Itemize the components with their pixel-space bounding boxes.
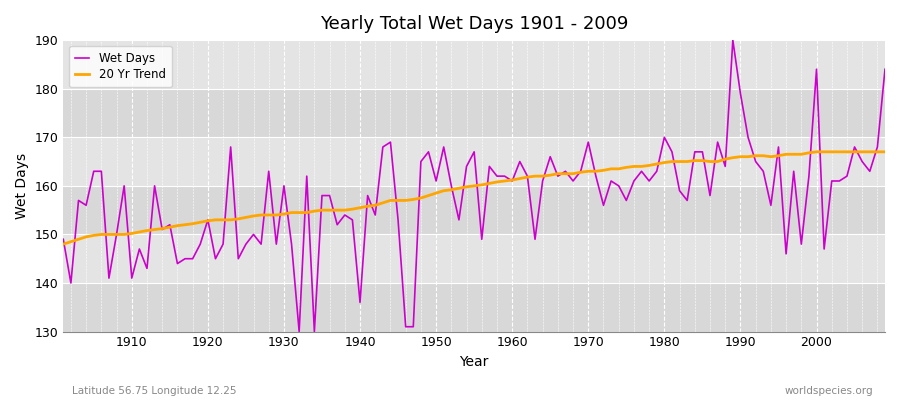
- Bar: [63, 186, 885, 234]
- 20 Yr Trend: [811, 150, 822, 154]
- Bar: [63, 40, 885, 89]
- Line: Wet Days: Wet Days: [63, 40, 885, 332]
- Wet Days: [339, 212, 350, 217]
- Line: 20 Yr Trend: 20 Yr Trend: [63, 152, 885, 244]
- 20 Yr Trend: [598, 168, 609, 173]
- 20 Yr Trend: [879, 150, 890, 154]
- Wet Days: [58, 237, 68, 242]
- Wet Days: [879, 67, 890, 72]
- Text: Latitude 56.75 Longitude 12.25: Latitude 56.75 Longitude 12.25: [72, 386, 237, 396]
- Y-axis label: Wet Days: Wet Days: [15, 153, 29, 219]
- Bar: [63, 137, 885, 186]
- 20 Yr Trend: [58, 242, 68, 246]
- Bar: [63, 89, 885, 137]
- Title: Yearly Total Wet Days 1901 - 2009: Yearly Total Wet Days 1901 - 2009: [320, 15, 628, 33]
- Wet Days: [507, 178, 517, 183]
- X-axis label: Year: Year: [460, 355, 489, 369]
- Wet Days: [727, 38, 738, 42]
- Bar: [63, 283, 885, 332]
- 20 Yr Trend: [507, 178, 517, 182]
- Wet Days: [293, 329, 304, 334]
- Wet Days: [606, 178, 616, 183]
- Wet Days: [119, 184, 130, 188]
- Wet Days: [515, 159, 526, 164]
- 20 Yr Trend: [500, 178, 510, 183]
- 20 Yr Trend: [119, 232, 130, 237]
- Text: worldspecies.org: worldspecies.org: [785, 386, 873, 396]
- Legend: Wet Days, 20 Yr Trend: Wet Days, 20 Yr Trend: [69, 46, 172, 87]
- Bar: [63, 234, 885, 283]
- 20 Yr Trend: [286, 210, 297, 215]
- 20 Yr Trend: [332, 208, 343, 212]
- Wet Days: [286, 242, 297, 246]
